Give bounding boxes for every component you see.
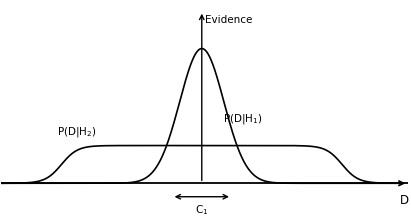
Text: Evidence: Evidence [206, 15, 253, 25]
Text: C$_1$: C$_1$ [195, 203, 208, 217]
Text: P(D|H$_2$): P(D|H$_2$) [58, 125, 97, 139]
Text: P(D|H$_1$): P(D|H$_1$) [223, 112, 263, 126]
Text: D: D [399, 194, 409, 207]
